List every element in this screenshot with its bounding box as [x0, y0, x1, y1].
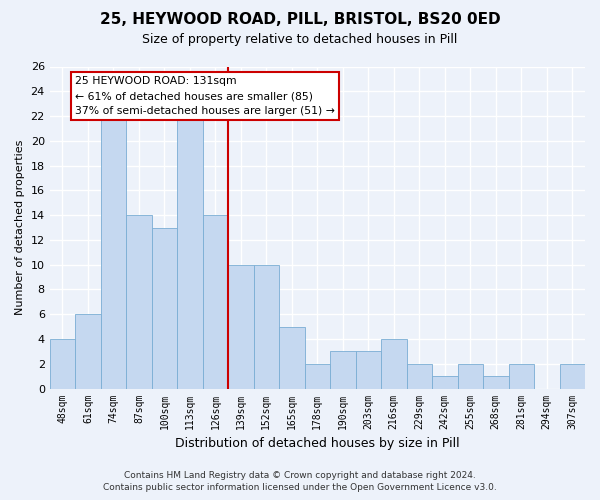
Bar — [50, 339, 75, 388]
Bar — [101, 116, 126, 388]
Y-axis label: Number of detached properties: Number of detached properties — [15, 140, 25, 315]
Bar — [305, 364, 330, 388]
Bar — [560, 364, 585, 388]
Text: Size of property relative to detached houses in Pill: Size of property relative to detached ho… — [142, 32, 458, 46]
Bar — [228, 264, 254, 388]
Bar — [177, 116, 203, 388]
Bar — [483, 376, 509, 388]
Bar — [432, 376, 458, 388]
Bar — [126, 215, 152, 388]
Bar — [356, 352, 381, 389]
Text: 25, HEYWOOD ROAD, PILL, BRISTOL, BS20 0ED: 25, HEYWOOD ROAD, PILL, BRISTOL, BS20 0E… — [100, 12, 500, 28]
Bar — [407, 364, 432, 388]
Bar — [254, 264, 279, 388]
Bar — [330, 352, 356, 389]
Text: 25 HEYWOOD ROAD: 131sqm
← 61% of detached houses are smaller (85)
37% of semi-de: 25 HEYWOOD ROAD: 131sqm ← 61% of detache… — [75, 76, 335, 116]
Bar — [509, 364, 534, 388]
Bar — [203, 215, 228, 388]
Bar — [381, 339, 407, 388]
Text: Contains HM Land Registry data © Crown copyright and database right 2024.
Contai: Contains HM Land Registry data © Crown c… — [103, 471, 497, 492]
X-axis label: Distribution of detached houses by size in Pill: Distribution of detached houses by size … — [175, 437, 460, 450]
Bar — [152, 228, 177, 388]
Bar — [75, 314, 101, 388]
Bar — [458, 364, 483, 388]
Bar — [279, 326, 305, 388]
